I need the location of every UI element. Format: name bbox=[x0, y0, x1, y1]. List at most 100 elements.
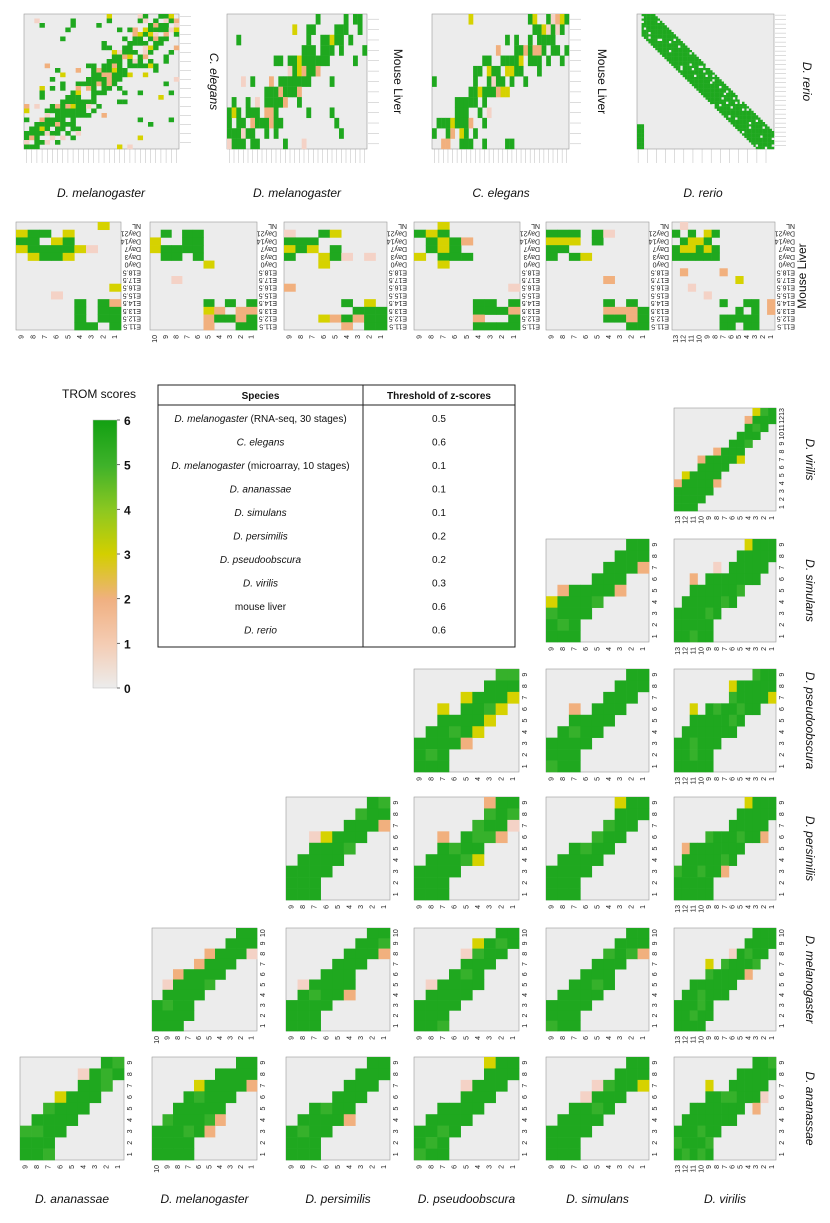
heatmap-cell bbox=[736, 550, 745, 563]
heatmap-cell bbox=[215, 1102, 226, 1115]
heatmap-cell bbox=[425, 749, 438, 761]
heatmap-cell bbox=[484, 1068, 496, 1081]
heatmap-cell bbox=[752, 819, 761, 832]
y-tick-label: 5 bbox=[522, 1106, 529, 1110]
heatmap-cell bbox=[700, 72, 704, 75]
x-tick-label: 5 bbox=[69, 1165, 76, 1169]
heatmap-cell bbox=[39, 23, 45, 28]
heatmap-cell bbox=[700, 92, 704, 96]
heatmap-cell bbox=[580, 584, 593, 597]
heatmap-cell bbox=[689, 77, 692, 80]
heatmap-cell bbox=[689, 596, 698, 608]
heatmap-cell bbox=[329, 76, 335, 87]
y-tick-label: Day21 bbox=[649, 230, 669, 237]
x-tick-label: 9 bbox=[417, 777, 424, 781]
y-tick-label: 6 bbox=[522, 707, 529, 711]
heatmap-cell bbox=[764, 126, 768, 129]
heatmap-cell bbox=[705, 865, 714, 878]
heatmap-cell bbox=[122, 50, 128, 55]
heatmap-cell bbox=[673, 41, 677, 44]
heatmap-cell bbox=[532, 55, 538, 67]
heatmap-cell bbox=[437, 1000, 450, 1011]
heatmap-cell bbox=[755, 117, 759, 120]
heatmap-cell bbox=[769, 131, 772, 134]
heatmap-cell bbox=[664, 50, 667, 53]
y-tick-label: NL bbox=[786, 222, 795, 229]
heatmap-cell bbox=[716, 101, 720, 105]
heatmap-cell bbox=[320, 969, 333, 980]
heatmap-cell bbox=[557, 1010, 570, 1021]
heatmap-cell bbox=[713, 842, 722, 855]
table-threshold-cell: 0.1 bbox=[432, 485, 446, 496]
heatmap-cell bbox=[51, 252, 63, 261]
heatmap-cell bbox=[306, 55, 312, 67]
heatmap-cell bbox=[27, 237, 40, 246]
y-tick-label: E11.5 bbox=[651, 322, 669, 329]
heatmap-cell bbox=[378, 819, 391, 832]
y-tick-label: 7 bbox=[779, 962, 786, 966]
heatmap-cell bbox=[425, 1010, 438, 1021]
heatmap-cell bbox=[712, 99, 715, 102]
heatmap-cell bbox=[518, 65, 524, 77]
heatmap-cell bbox=[16, 237, 28, 246]
y-tick-label: 2 bbox=[652, 623, 659, 627]
heatmap-cell bbox=[507, 680, 520, 693]
heatmap-cell bbox=[744, 439, 753, 448]
heatmap-cell bbox=[753, 144, 756, 147]
heatmap-cell bbox=[732, 106, 736, 109]
heatmap-cell bbox=[449, 969, 461, 980]
heatmap-cell bbox=[425, 1000, 438, 1011]
heatmap-cell bbox=[705, 760, 714, 773]
heatmap-cell bbox=[204, 1079, 216, 1092]
y-tick-label: 2 bbox=[779, 753, 786, 757]
heatmap-cell bbox=[652, 43, 656, 46]
heatmap-cell bbox=[646, 32, 649, 35]
heatmap-cell bbox=[580, 1000, 593, 1011]
x-tick-label: 6 bbox=[323, 1165, 330, 1169]
heatmap-cell bbox=[437, 1137, 450, 1149]
heatmap-cell bbox=[320, 34, 326, 46]
heatmap-cell bbox=[355, 938, 368, 949]
heatmap-cell bbox=[60, 122, 66, 127]
heatmap-cell bbox=[39, 252, 52, 261]
x-tick-label: 6 bbox=[452, 777, 459, 781]
heatmap-cell bbox=[318, 314, 331, 323]
heatmap-cell bbox=[748, 140, 752, 143]
heatmap-cell bbox=[689, 1000, 698, 1011]
legend-tick-label: 0 bbox=[124, 682, 131, 696]
heatmap-cell bbox=[477, 86, 483, 98]
heatmap-cell bbox=[523, 76, 529, 87]
heatmap-cell bbox=[736, 439, 745, 448]
y-tick-label: 4 bbox=[393, 1118, 400, 1122]
heatmap-cell bbox=[744, 117, 747, 120]
heatmap-cell bbox=[746, 115, 750, 118]
heatmap-cell bbox=[710, 92, 713, 96]
heatmap-cell bbox=[273, 86, 279, 98]
y-tick-label: E17.5 bbox=[259, 276, 277, 283]
heatmap-cell bbox=[721, 584, 730, 597]
y-tick-label: Day0 bbox=[524, 261, 540, 268]
heatmap-cell bbox=[568, 760, 581, 773]
heatmap-cell bbox=[697, 989, 706, 1001]
heatmap-cell bbox=[746, 124, 750, 127]
x-tick-label: 3 bbox=[752, 335, 759, 339]
y-tick-label: 2 bbox=[522, 753, 529, 757]
heatmap-cell bbox=[730, 117, 734, 120]
heatmap-cell bbox=[183, 1125, 195, 1138]
heatmap-cell bbox=[142, 45, 149, 51]
heatmap-cell bbox=[106, 68, 113, 73]
heatmap-cell bbox=[662, 41, 665, 44]
x-axis-species-label: C. elegans bbox=[472, 186, 529, 200]
y-tick-label: 2 bbox=[522, 1014, 529, 1018]
heatmap-cell bbox=[246, 938, 258, 949]
heatmap-cell bbox=[764, 146, 768, 150]
heatmap-cell bbox=[163, 18, 169, 24]
y-tick-label: 1 bbox=[393, 1152, 400, 1156]
heatmap-cell bbox=[641, 25, 645, 28]
y-tick-label: Day7 bbox=[261, 245, 277, 252]
